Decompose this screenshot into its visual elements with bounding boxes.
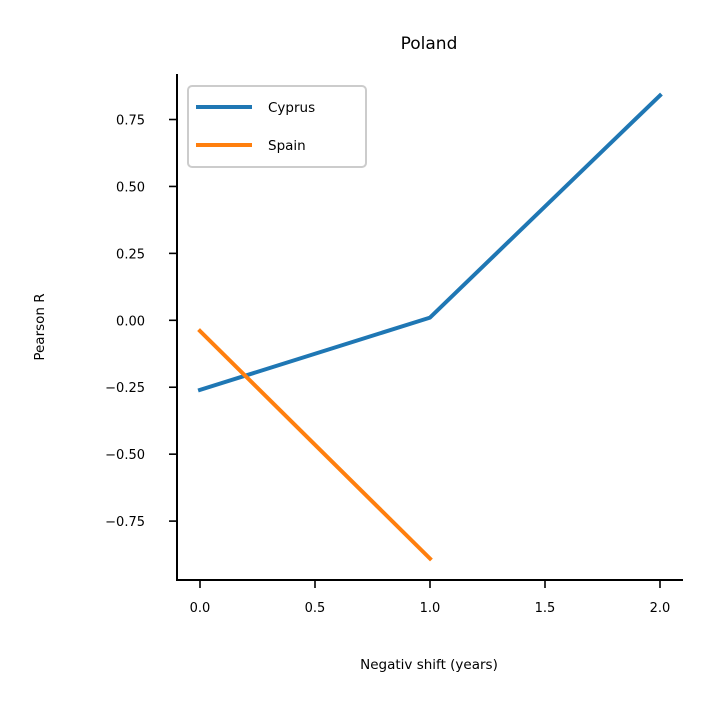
legend: Cyprus Spain [187, 85, 367, 168]
y-tick-label: −0.50 [105, 448, 145, 463]
x-tick-label: 0.0 [190, 601, 211, 616]
x-ticks: 0.0 0.5 1.0 1.5 2.0 [190, 580, 671, 616]
y-tick-label: 0.00 [116, 314, 145, 329]
legend-frame [187, 85, 367, 168]
x-tick-label: 0.5 [305, 601, 326, 616]
y-tick-label: −0.25 [105, 381, 145, 396]
x-tick-label: 1.5 [535, 601, 556, 616]
plot-area [197, 92, 663, 562]
y-tick-label: −0.75 [105, 515, 145, 530]
legend-label-cyprus: Cyprus [268, 100, 315, 116]
y-axis-label: Pearson R [32, 293, 48, 360]
x-axis-label: Negativ shift (years) [360, 657, 498, 673]
y-ticks: −0.75 −0.50 −0.25 0.00 0.25 0.50 0.75 [105, 114, 177, 530]
series-line-spain [197, 328, 433, 562]
y-tick-label: 0.50 [116, 180, 145, 195]
x-tick-label: 2.0 [650, 601, 671, 616]
y-tick-label: 0.75 [116, 114, 145, 129]
y-tick-label: 0.25 [116, 247, 145, 262]
legend-label-spain: Spain [268, 138, 306, 154]
chart-title: Poland [401, 34, 458, 54]
series-line-cyprus [197, 92, 663, 393]
x-tick-label: 1.0 [420, 601, 441, 616]
